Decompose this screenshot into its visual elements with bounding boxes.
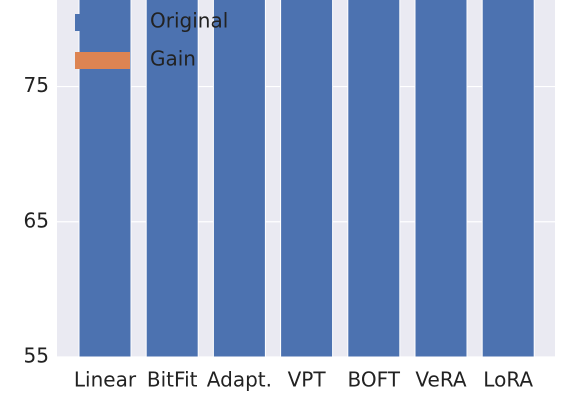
bar-segment [414,0,468,358]
y-tick-label: 75 [24,73,49,97]
x-tick-label: BOFT [348,368,401,392]
legend-swatch [75,14,130,31]
legend-label: Original [150,9,228,33]
y-tick-label: 65 [24,208,49,232]
bar-segment [145,0,199,358]
legend-label: Gain [150,47,196,71]
legend-swatch [75,52,130,69]
x-tick-label: Adapt. [207,368,272,392]
bar-segment [212,0,266,358]
x-tick-label: BitFit [147,368,198,392]
x-tick-label: LoRA [483,368,533,392]
bar-segment [280,0,334,358]
bar-segment [347,0,401,358]
x-tick-label: VPT [288,368,327,392]
bar-segment [481,0,535,358]
x-tick-label: VeRA [415,368,467,392]
x-tick-label: Linear [74,368,137,392]
y-tick-label: 55 [24,344,49,368]
